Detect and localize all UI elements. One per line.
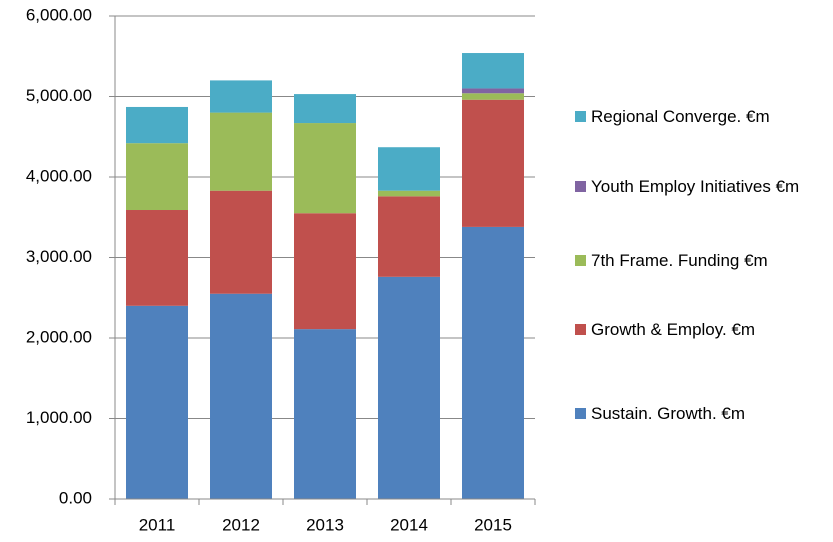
- bar-segment: [210, 293, 272, 499]
- bar-segment: [126, 143, 188, 211]
- legend-item: Growth & Employ. €m: [575, 320, 825, 340]
- bar-segment: [462, 93, 524, 100]
- legend-item: Regional Converge. €m: [575, 107, 825, 127]
- legend-label: Youth Employ Initiatives €m: [591, 177, 800, 196]
- legend-swatch: [575, 181, 586, 192]
- x-tick-label: 2011: [139, 515, 176, 534]
- y-tick-label: 6,000.00: [26, 5, 92, 24]
- bar-segment: [294, 213, 356, 330]
- x-tick-label: 2013: [306, 515, 344, 534]
- y-tick-label: 0.00: [59, 488, 92, 507]
- bar-segment: [378, 190, 440, 197]
- y-tick-label: 2,000.00: [26, 327, 92, 346]
- bar-segment: [462, 53, 524, 89]
- legend-swatch: [575, 324, 586, 335]
- bar-segment: [378, 147, 440, 191]
- y-tick-label: 1,000.00: [26, 408, 92, 427]
- bar-segment: [462, 88, 524, 94]
- bar-segment: [294, 123, 356, 214]
- legend-label: Sustain. Growth. €m: [591, 404, 746, 423]
- bar-segment: [462, 226, 524, 499]
- bar-segment: [210, 80, 272, 113]
- bar-segment: [378, 196, 440, 277]
- x-tick-label: 2014: [390, 515, 428, 534]
- bar-segment: [210, 112, 272, 191]
- bar-segment: [378, 276, 440, 499]
- legend-item: 7th Frame. Funding €m: [575, 251, 825, 271]
- legend-swatch: [575, 408, 586, 419]
- x-tick-label: 2012: [222, 515, 260, 534]
- legend-label: Growth & Employ. €m: [591, 320, 756, 339]
- y-tick-label: 4,000.00: [26, 166, 92, 185]
- x-tick-label: 2015: [474, 515, 512, 534]
- legend-swatch: [575, 255, 586, 266]
- bar-segment: [294, 94, 356, 124]
- bar-segment: [210, 190, 272, 294]
- legend-swatch: [575, 111, 586, 122]
- bar-segment: [126, 106, 188, 144]
- legend-item: Sustain. Growth. €m: [575, 404, 825, 424]
- y-tick-label: 3,000.00: [26, 247, 92, 266]
- y-tick-label: 5,000.00: [26, 86, 92, 105]
- bar-segment: [126, 210, 188, 306]
- bar-segment: [462, 99, 524, 227]
- bar-segment: [294, 329, 356, 499]
- bar-segment: [126, 305, 188, 499]
- legend-item: Youth Employ Initiatives €m: [575, 177, 825, 197]
- legend-label: 7th Frame. Funding €m: [591, 251, 768, 270]
- legend-label: Regional Converge. €m: [591, 107, 770, 126]
